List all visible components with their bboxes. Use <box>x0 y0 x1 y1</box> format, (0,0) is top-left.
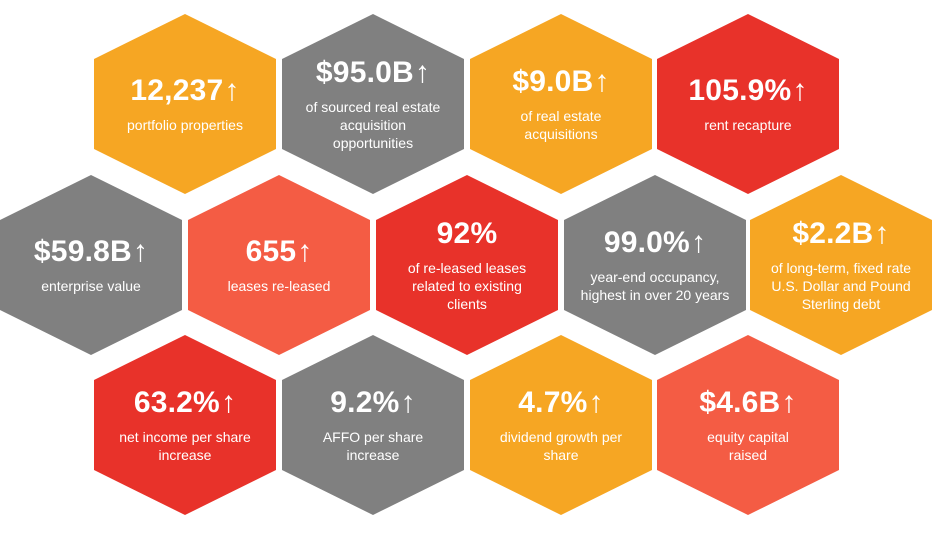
up-arrow-icon: ↑ <box>414 56 431 89</box>
hex-year-end-occupancy: 99.0%↑ year-end occupancy, highest in ov… <box>564 175 746 355</box>
stat-number: 4.7% <box>518 386 588 419</box>
up-arrow-icon: ↑ <box>224 74 240 107</box>
up-arrow-icon: ↑ <box>781 386 797 419</box>
hex-dividend-growth: 4.7%↑ dividend growth per share <box>470 335 652 515</box>
hex-portfolio-properties: 12,237↑ portfolio properties <box>94 14 276 194</box>
stat-value: $4.6B↑ <box>699 386 796 420</box>
stat-number: $2.2B <box>792 217 874 250</box>
hex-sourced-opportunities: $95.0B↑ of sourced real estate acquisiti… <box>282 14 464 194</box>
stat-value: 92% <box>437 217 498 251</box>
stat-description: rent recapture <box>704 117 792 133</box>
stat-description: enterprise value <box>41 278 141 294</box>
stat-number: 99.0% <box>603 226 690 259</box>
stat-number: 63.2% <box>133 386 220 419</box>
stat-description: of real estate acquisitions <box>520 108 602 142</box>
hex-acquisitions: $9.0B↑ of real estate acquisitions <box>470 14 652 194</box>
stat-number: 105.9% <box>688 74 792 107</box>
hex-re-leased-existing-clients: 92% of re-leased leases related to exist… <box>376 175 558 355</box>
stat-value: $59.8B↑ <box>34 235 148 269</box>
stat-number: $9.0B <box>512 65 594 98</box>
up-arrow-icon: ↑ <box>874 217 890 250</box>
stat-value: $9.0B↑ <box>512 65 609 99</box>
stat-description: AFFO per share increase <box>322 429 424 463</box>
hex-equity-capital-raised: $4.6B↑ equity capital raised <box>657 335 839 515</box>
stat-number: 12,237 <box>130 74 224 107</box>
hex-net-income-per-share: 63.2%↑ net income per share increase <box>94 335 276 515</box>
hex-fixed-rate-debt: $2.2B↑ of long-term, fixed rate U.S. Dol… <box>750 175 932 355</box>
stat-value: $2.2B↑ <box>792 217 889 251</box>
hex-enterprise-value: $59.8B↑ enterprise value <box>0 175 182 355</box>
stat-description: portfolio properties <box>127 117 243 133</box>
stat-description: equity capital raised <box>707 429 789 463</box>
stat-value: 63.2%↑ <box>134 386 236 420</box>
stat-value: 4.7%↑ <box>518 386 603 420</box>
stat-description: net income per share increase <box>119 429 251 463</box>
stat-number: 655 <box>245 235 297 268</box>
stat-description: of sourced real estate acquisition oppor… <box>305 99 441 151</box>
stat-value: 105.9%↑ <box>688 74 807 108</box>
stat-description: of long-term, fixed rate U.S. Dollar and… <box>770 260 912 312</box>
stat-description: of re-leased leases related to existing … <box>407 260 527 312</box>
up-arrow-icon: ↑ <box>588 386 604 419</box>
stat-description: leases re-leased <box>227 278 331 294</box>
stat-number: 92% <box>436 217 498 250</box>
stat-value: 9.2%↑ <box>330 386 415 420</box>
stat-number: $4.6B <box>699 386 781 419</box>
stat-number: $59.8B <box>33 235 132 268</box>
up-arrow-icon: ↑ <box>297 235 313 268</box>
stat-number: 9.2% <box>330 386 400 419</box>
up-arrow-icon: ↑ <box>400 386 416 419</box>
up-arrow-icon: ↑ <box>594 65 610 98</box>
stat-value: $95.0B↑ <box>316 56 430 90</box>
hex-affo-per-share: 9.2%↑ AFFO per share increase <box>282 335 464 515</box>
up-arrow-icon: ↑ <box>220 386 237 419</box>
up-arrow-icon: ↑ <box>690 226 707 259</box>
hex-rent-recapture: 105.9%↑ rent recapture <box>657 14 839 194</box>
up-arrow-icon: ↑ <box>132 235 149 268</box>
stat-value: 99.0%↑ <box>604 226 706 260</box>
stat-value: 12,237↑ <box>130 74 239 108</box>
stat-description: year-end occupancy, highest in over 20 y… <box>580 269 730 303</box>
up-arrow-icon: ↑ <box>792 74 808 107</box>
stat-value: 655↑ <box>246 235 313 269</box>
hex-leases-re-leased: 655↑ leases re-leased <box>188 175 370 355</box>
stat-description: dividend growth per share <box>499 429 623 463</box>
stat-number: $95.0B <box>315 56 414 89</box>
